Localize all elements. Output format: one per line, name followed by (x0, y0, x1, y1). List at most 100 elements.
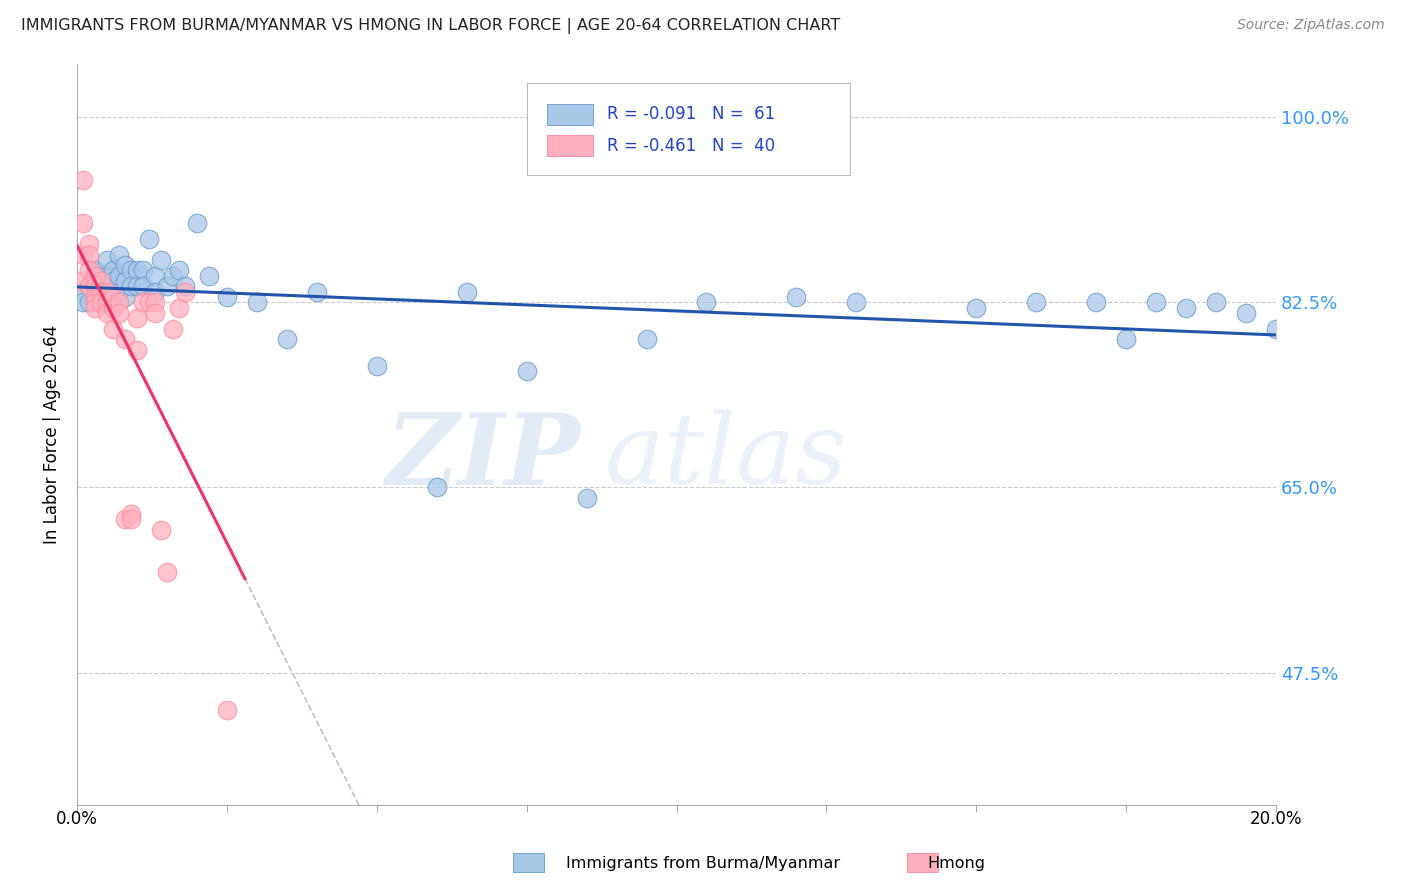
Point (143, 268, 166, 283)
Point (1085, 295, 1108, 310)
Point (90, 295, 112, 310)
Point (1234, 306, 1257, 320)
Point (90, 285, 112, 299)
Point (77, 279, 100, 293)
Point (516, 364, 538, 378)
Text: atlas: atlas (605, 409, 848, 504)
Text: ZIP: ZIP (385, 409, 581, 505)
Point (96, 295, 118, 310)
Point (1265, 321, 1288, 335)
Point (575, 491, 598, 505)
Point (246, 295, 269, 310)
Point (965, 301, 987, 315)
Point (90, 285, 112, 299)
Point (108, 268, 131, 283)
Point (101, 290, 124, 304)
Text: R = -0.461   N =  40: R = -0.461 N = 40 (607, 136, 775, 154)
Bar (513, 853, 544, 872)
Point (114, 274, 136, 288)
Point (186, 216, 208, 230)
Point (84, 268, 107, 283)
Point (1205, 295, 1227, 310)
Point (84, 301, 107, 315)
Point (72, 295, 94, 310)
Text: R = -0.091   N =  61: R = -0.091 N = 61 (607, 105, 775, 123)
Point (108, 306, 131, 320)
Point (114, 258, 136, 272)
Point (456, 285, 478, 299)
Point (72, 247, 94, 261)
Point (1144, 295, 1167, 310)
Point (174, 279, 197, 293)
Point (138, 232, 160, 246)
Point (132, 263, 155, 277)
Point (84, 279, 107, 293)
Point (120, 512, 142, 526)
Text: IMMIGRANTS FROM BURMA/MYANMAR VS HMONG IN LABOR FORCE | AGE 20-64 CORRELATION CH: IMMIGRANTS FROM BURMA/MYANMAR VS HMONG I… (21, 18, 841, 34)
Point (114, 332, 136, 346)
Point (72, 216, 94, 230)
Point (125, 263, 148, 277)
Text: Immigrants from Burma/Myanmar: Immigrants from Burma/Myanmar (567, 856, 839, 871)
Point (101, 274, 124, 288)
Text: Hmong: Hmong (927, 856, 986, 871)
Point (174, 285, 197, 299)
Point (114, 512, 136, 526)
Point (77, 247, 100, 261)
Point (143, 306, 166, 320)
Point (162, 321, 184, 335)
Point (138, 295, 160, 310)
Point (101, 290, 124, 304)
Point (636, 332, 658, 346)
Point (72, 285, 94, 299)
Point (96, 306, 118, 320)
Point (69, 274, 91, 288)
Point (96, 295, 118, 310)
Point (90, 295, 112, 310)
Point (101, 301, 124, 315)
FancyBboxPatch shape (547, 136, 592, 156)
Bar (907, 853, 938, 872)
Point (96, 268, 118, 283)
Point (132, 295, 155, 310)
Point (96, 252, 118, 267)
Point (72, 173, 94, 187)
Point (120, 279, 142, 293)
Point (108, 285, 131, 299)
FancyBboxPatch shape (527, 83, 851, 175)
Point (150, 523, 173, 537)
Text: 20.0%: 20.0% (1250, 810, 1302, 829)
Point (198, 268, 221, 283)
Point (77, 237, 100, 252)
Point (114, 290, 136, 304)
Point (162, 268, 184, 283)
Y-axis label: In Labor Force | Age 20-64: In Labor Force | Age 20-64 (44, 325, 60, 544)
Point (77, 279, 100, 293)
Point (167, 301, 190, 315)
Point (101, 321, 124, 335)
Point (150, 252, 173, 267)
Point (125, 279, 148, 293)
Point (90, 274, 112, 288)
Point (125, 311, 148, 326)
Point (305, 285, 328, 299)
Point (276, 332, 298, 346)
Point (84, 263, 107, 277)
Point (108, 295, 131, 310)
Point (84, 274, 107, 288)
Point (108, 247, 131, 261)
Point (120, 263, 142, 277)
Point (695, 295, 717, 310)
Point (84, 290, 107, 304)
Point (90, 274, 112, 288)
Point (96, 285, 118, 299)
Point (77, 263, 100, 277)
Point (426, 480, 449, 494)
Point (215, 703, 238, 717)
Point (84, 295, 107, 310)
Point (215, 290, 238, 304)
Point (785, 290, 807, 304)
Point (156, 565, 179, 579)
Point (96, 279, 118, 293)
Point (143, 285, 166, 299)
